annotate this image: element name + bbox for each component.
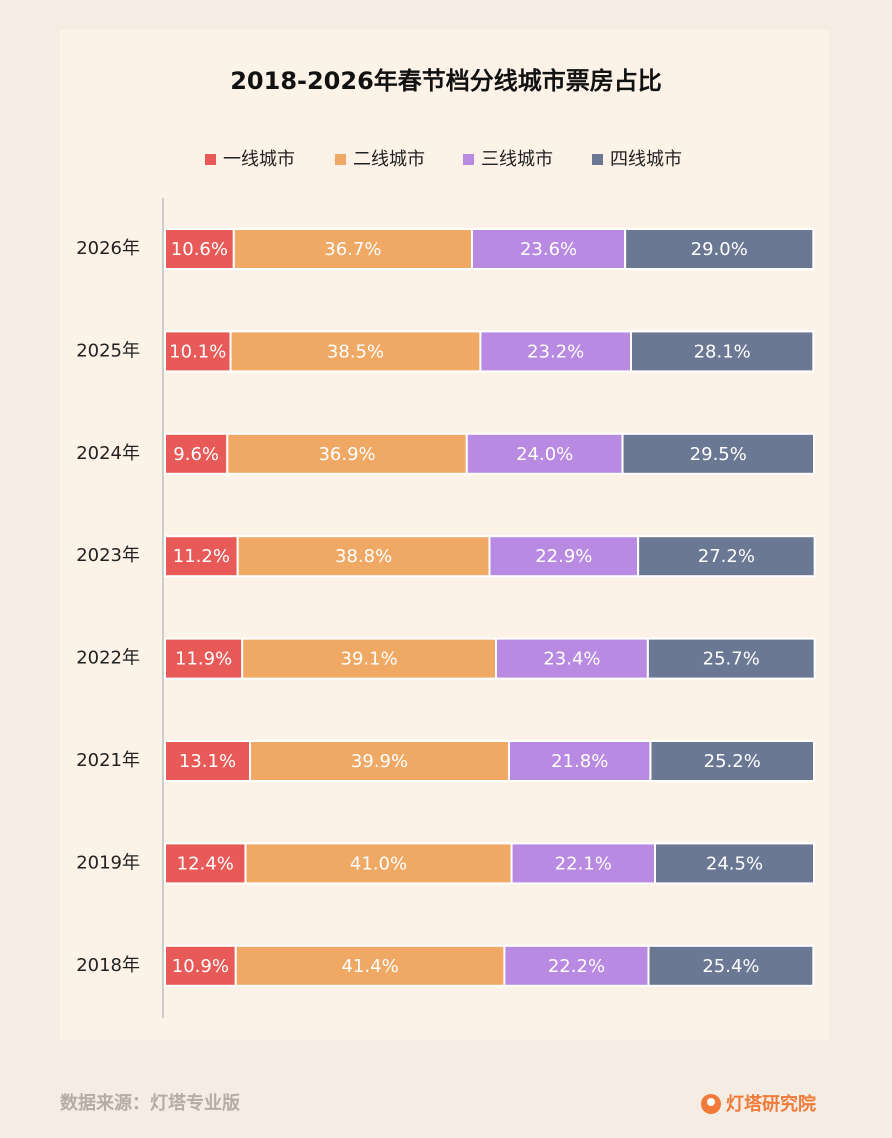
value-label: 9.6% — [173, 444, 219, 465]
y-tick-label: 2022年 — [76, 648, 140, 669]
value-label: 10.1% — [169, 341, 226, 362]
value-label: 28.1% — [694, 341, 751, 362]
value-label: 23.2% — [527, 341, 584, 362]
value-label: 21.8% — [551, 751, 608, 772]
value-label: 22.9% — [535, 546, 592, 567]
value-label: 38.8% — [335, 546, 392, 567]
bar-segment — [494, 637, 649, 680]
y-tick-label: 2021年 — [76, 750, 140, 771]
bar-segment — [510, 842, 656, 885]
bar-segment — [621, 432, 815, 475]
bar-segment — [470, 228, 627, 270]
value-label: 36.9% — [318, 444, 375, 465]
legend-label: 三线城市 — [481, 149, 553, 170]
value-label: 24.5% — [706, 853, 763, 874]
bar-segment — [236, 535, 491, 578]
value-label: 39.9% — [351, 751, 408, 772]
legend-label: 一线城市 — [223, 149, 295, 170]
logo-icon-inner — [707, 1098, 715, 1106]
legend-label: 二线城市 — [353, 149, 425, 170]
bar-segment — [249, 740, 510, 782]
bar-segment — [226, 432, 468, 475]
bar-segment — [637, 535, 816, 578]
bar-segment — [164, 740, 252, 782]
legend-swatch — [335, 154, 346, 165]
value-label: 23.4% — [543, 649, 600, 670]
bar-segment — [164, 944, 237, 987]
value-label: 22.1% — [555, 853, 612, 874]
bar-segment — [653, 842, 815, 885]
bar-segment — [488, 535, 640, 578]
value-label: 25.7% — [703, 649, 760, 670]
bar-segment — [229, 330, 482, 373]
legend-swatch — [205, 154, 216, 165]
bar-segment — [479, 330, 632, 373]
value-label: 25.2% — [704, 751, 761, 772]
y-tick-label: 2025年 — [76, 340, 140, 361]
y-tick-label: 2019年 — [76, 852, 140, 873]
legend-swatch — [592, 154, 603, 165]
value-label: 23.6% — [520, 239, 577, 260]
bar-segment — [465, 432, 624, 475]
y-tick-label: 2026年 — [76, 238, 140, 259]
bar-segment — [646, 637, 816, 680]
chart-title: 2018-2026年春节档分线城市票房占比 — [230, 67, 662, 95]
bar-segment — [647, 944, 815, 987]
panel — [60, 30, 830, 1040]
value-label: 10.6% — [171, 239, 228, 260]
y-tick-label: 2023年 — [76, 545, 140, 566]
y-tick-label: 2018年 — [76, 955, 140, 976]
legend-swatch — [463, 154, 474, 165]
value-label: 36.7% — [324, 239, 381, 260]
value-label: 39.1% — [341, 649, 398, 670]
value-label: 41.0% — [350, 853, 407, 874]
bar-segment — [649, 740, 816, 782]
bar-segment — [164, 330, 232, 373]
bar-segment — [244, 842, 513, 885]
bar-segment — [164, 228, 235, 270]
value-label: 29.5% — [690, 444, 747, 465]
brand-name: 灯塔研究院 — [726, 1093, 816, 1115]
value-label: 41.4% — [341, 956, 398, 977]
bar-segment — [629, 330, 815, 373]
source-note: 数据来源：灯塔专业版 — [60, 1092, 240, 1114]
y-tick-label: 2024年 — [76, 443, 140, 464]
bar-segment — [241, 637, 497, 680]
value-label: 27.2% — [698, 546, 755, 567]
legend-label: 四线城市 — [610, 149, 682, 170]
bar-segment — [164, 637, 244, 680]
brand-logo — [701, 1094, 721, 1114]
value-label: 11.2% — [173, 546, 230, 567]
bar-segment — [164, 842, 247, 885]
bar-segment — [624, 228, 815, 270]
value-label: 10.9% — [172, 956, 229, 977]
value-label: 13.1% — [179, 751, 236, 772]
bar-segment — [234, 944, 506, 987]
value-label: 38.5% — [327, 341, 384, 362]
bar-segment — [164, 432, 229, 475]
value-label: 22.2% — [548, 956, 605, 977]
value-label: 29.0% — [691, 239, 748, 260]
value-label: 12.4% — [177, 853, 234, 874]
value-label: 11.9% — [175, 649, 232, 670]
value-label: 24.0% — [516, 444, 573, 465]
value-label: 25.4% — [702, 956, 759, 977]
bar-segment — [503, 944, 650, 987]
